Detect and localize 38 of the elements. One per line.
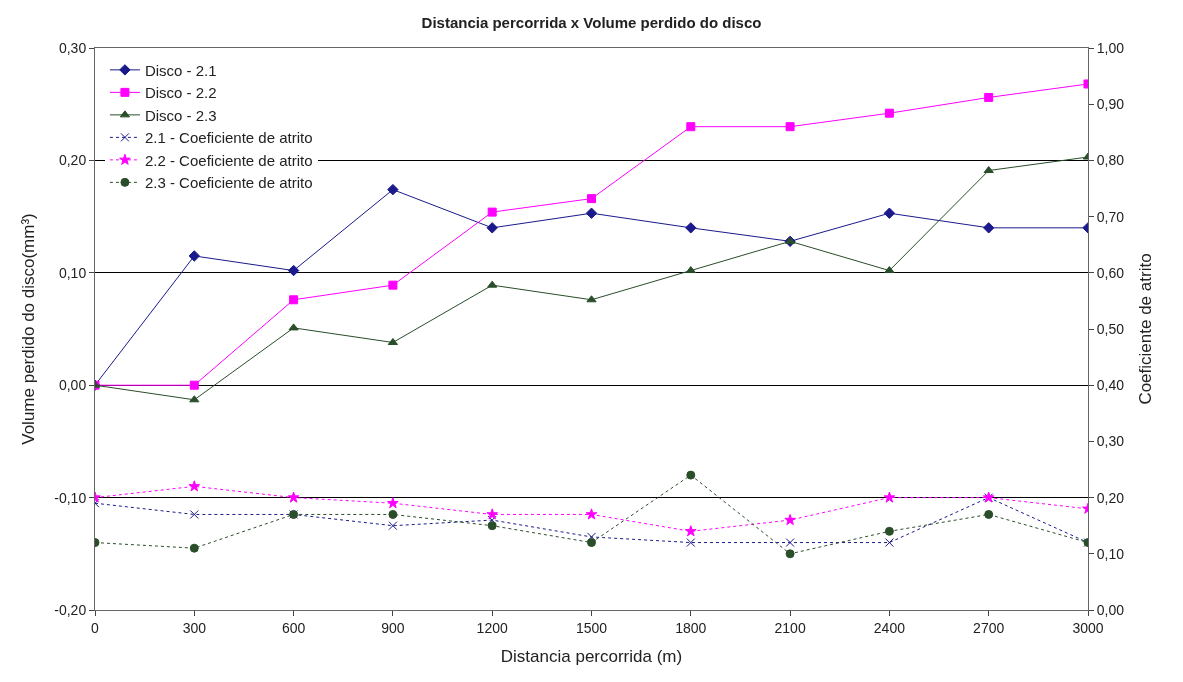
x-tick-label: 600 (281, 619, 306, 636)
y2-tick-label: 1,00 (1096, 39, 1125, 56)
x-axis-title: Distancia percorrida (m) (500, 647, 683, 667)
x-tick-label: 1200 (476, 619, 508, 636)
y2-tick-label: 0,50 (1096, 320, 1125, 337)
y2-tick-label: 0,00 (1096, 601, 1125, 618)
y2-axis-title: Coeficiente de atrito (1135, 253, 1155, 405)
x-tick-label: 2100 (774, 619, 806, 636)
legend-label: 2.3 - Coeficiente de atrito (144, 174, 313, 192)
y2-tick-label: 0,40 (1096, 377, 1125, 394)
y-tick-label: 0,10 (58, 264, 87, 281)
y-tick-label: -0,20 (54, 601, 87, 618)
legend-label: 2.1 - Coeficiente de atrito (144, 129, 313, 147)
y2-tick-label: 0,10 (1096, 545, 1125, 562)
chart-title: Distancia percorrida x Volume perdido do disco (421, 13, 762, 31)
x-tick-label: 2700 (973, 619, 1005, 636)
legend-label: Disco - 2.1 (144, 61, 217, 79)
y-tick-label: -0,10 (54, 489, 87, 506)
x-tick-label: 300 (182, 619, 207, 636)
legend-label: 2.2 - Coeficiente de atrito (144, 151, 313, 169)
y2-tick-label: 0,80 (1096, 152, 1125, 169)
y-tick-label: 0,00 (58, 377, 87, 394)
y2-tick-label: 0,70 (1096, 208, 1125, 225)
y-tick-label: 0,30 (58, 39, 87, 56)
legend-label: Disco - 2.3 (144, 106, 217, 124)
y2-tick-label: 0,20 (1096, 489, 1125, 506)
legend-label: Disco - 2.2 (144, 84, 217, 102)
y2-tick-label: 0,60 (1096, 264, 1125, 281)
x-tick-label: 2400 (873, 619, 906, 636)
y-axis-title: Volume perdido do disco(mm³) (18, 213, 38, 445)
y2-tick-label: 0,30 (1096, 433, 1125, 450)
x-tick-label: 1800 (675, 619, 707, 636)
x-tick-label: 900 (381, 619, 405, 636)
x-tick-label: 0 (91, 619, 100, 636)
x-tick-label: 3000 (1072, 619, 1104, 636)
x-tick-label: 1500 (575, 619, 608, 636)
y2-tick-label: 0,90 (1096, 96, 1125, 113)
y-tick-label: 0,20 (58, 152, 87, 169)
